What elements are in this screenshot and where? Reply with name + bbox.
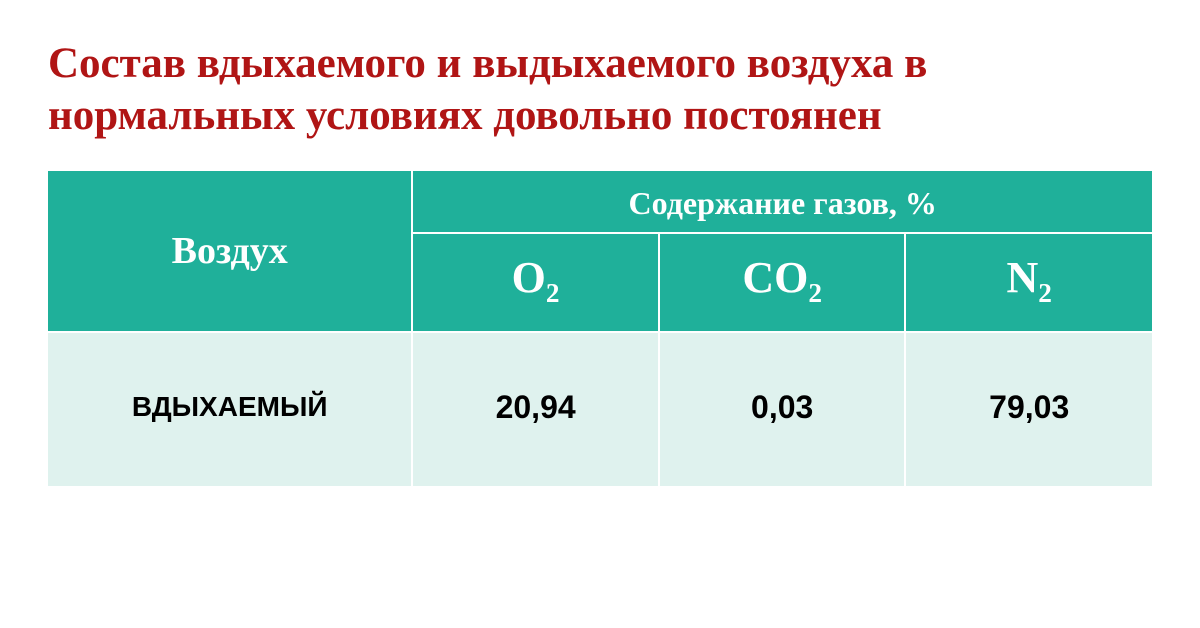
column-header-co2: CO2	[659, 233, 906, 332]
page-title: Состав вдыхаемого и выдыхаемого воздуха …	[48, 38, 1152, 143]
row-label: ВДЫХАЕМЫЙ	[48, 332, 412, 486]
gas-sub: 2	[808, 278, 822, 308]
cell-value: 79,03	[905, 332, 1152, 486]
gas-composition-table: Воздух Содержание газов, % O2 CO2 N2 ВДЫ…	[48, 171, 1152, 486]
column-header-o2: O2	[412, 233, 659, 332]
gas-base: N	[1007, 253, 1039, 302]
gas-base: CO	[742, 253, 808, 302]
gas-base: O	[512, 253, 546, 302]
gas-sub: 2	[546, 278, 560, 308]
column-group-label: Содержание газов, %	[412, 171, 1152, 233]
table-header-row-1: Воздух Содержание газов, %	[48, 171, 1152, 233]
row-header-label: Воздух	[48, 171, 412, 332]
column-header-n2: N2	[905, 233, 1152, 332]
gas-sub: 2	[1038, 278, 1052, 308]
cell-value: 20,94	[412, 332, 659, 486]
cell-value: 0,03	[659, 332, 906, 486]
table-row: ВДЫХАЕМЫЙ 20,94 0,03 79,03	[48, 332, 1152, 486]
